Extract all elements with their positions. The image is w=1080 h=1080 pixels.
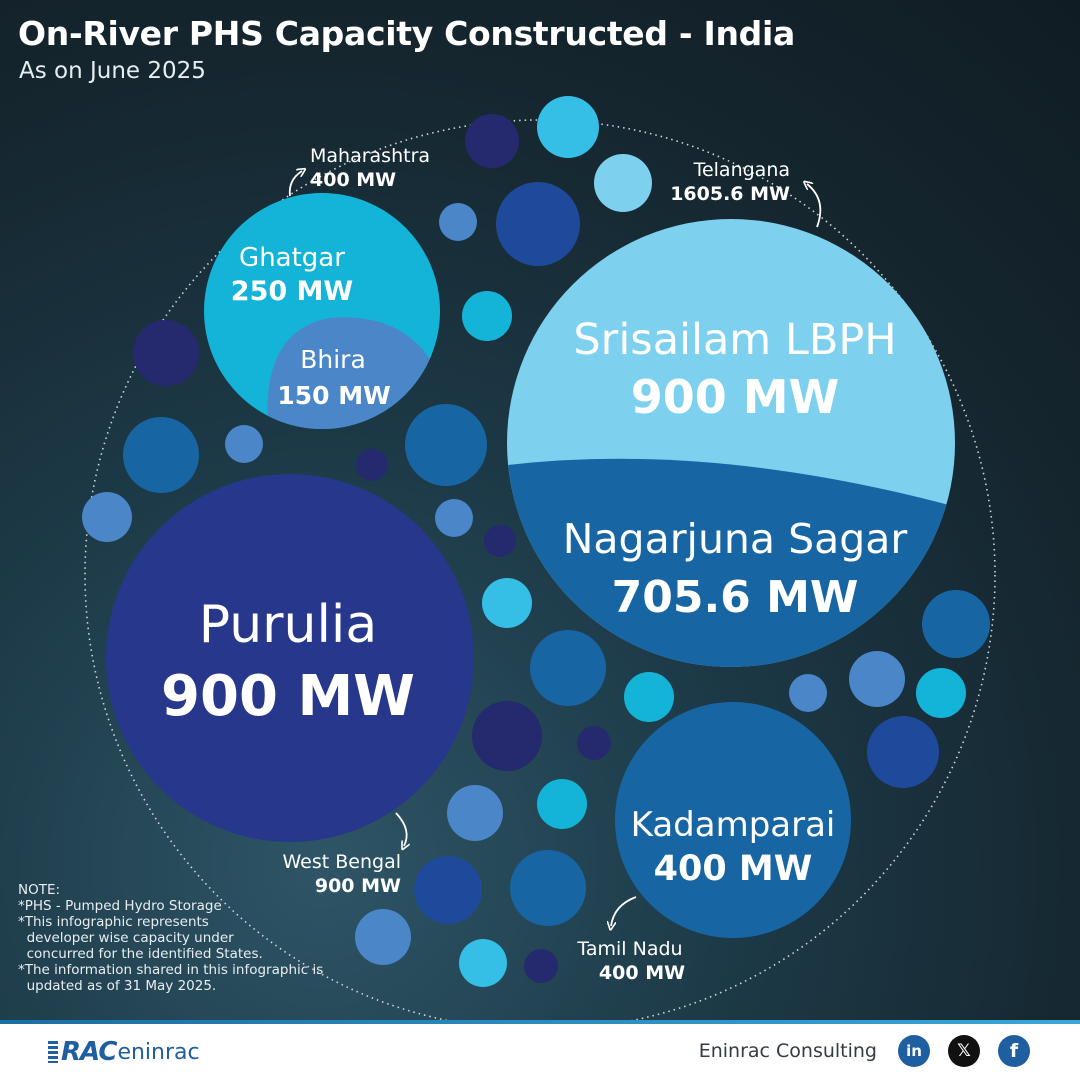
west-bengal-group: Purulia 900 MW	[106, 474, 474, 842]
notes-heading: NOTE:	[18, 882, 61, 898]
decor-bubble	[355, 909, 411, 965]
purulia-label: Purulia	[199, 595, 378, 655]
decor-bubble	[82, 492, 132, 542]
footer: RAC eninrac Eninrac Consulting in 𝕏 f	[0, 1020, 1080, 1080]
decor-bubble	[496, 182, 580, 266]
decor-bubble	[524, 949, 558, 983]
srisailam-value: 900 MW	[631, 370, 840, 424]
maharashtra-arrow-icon	[288, 171, 302, 197]
company-name: Eninrac Consulting	[698, 1040, 877, 1062]
kadamparai-label: Kadamparai	[631, 805, 836, 845]
note-line: updated as of 31 May 2025.	[18, 978, 217, 994]
decor-bubble	[482, 578, 532, 628]
bhira-label: Bhira	[300, 345, 366, 374]
west-bengal-arrow-icon	[395, 812, 407, 846]
kadamparai-bubble	[615, 702, 851, 938]
telangana-state-value: 1605.6 MW	[670, 183, 790, 205]
nagarjuna-label: Nagarjuna Sagar	[563, 515, 908, 563]
telangana-state-label: Telangana	[693, 159, 790, 181]
nagarjuna-bubble	[507, 458, 955, 667]
logo-rac-text: RAC	[61, 1037, 117, 1067]
logo-eninrac-text: eninrac	[117, 1039, 200, 1065]
decor-bubble	[577, 726, 611, 760]
note-line: *This infographic represents	[18, 914, 209, 930]
decor-bubble	[465, 114, 519, 168]
purulia-value: 900 MW	[161, 664, 415, 729]
tamil-nadu-group: Kadamparai 400 MW	[615, 702, 851, 938]
state-callouts: Maharashtra 400 MW Telangana 1605.6 MW W…	[283, 145, 822, 984]
decor-bubble	[414, 856, 482, 924]
decor-bubble	[849, 651, 905, 707]
x-icon[interactable]: 𝕏	[948, 1035, 980, 1067]
ghatgar-value: 250 MW	[231, 276, 353, 307]
decor-bubble	[510, 850, 586, 926]
eninrac-logo[interactable]: RAC eninrac	[48, 1034, 200, 1070]
decor-bubble	[867, 716, 939, 788]
note-line: *The information shared in this infograp…	[18, 962, 324, 978]
decor-bubble	[484, 525, 516, 557]
note-line: concurred for the identified States.	[18, 946, 263, 962]
maharashtra-state-value: 400 MW	[310, 169, 396, 191]
page-title: On-River PHS Capacity Constructed - Indi…	[18, 14, 795, 53]
facebook-icon[interactable]: f	[998, 1035, 1030, 1067]
decor-bubble	[530, 630, 606, 706]
page-subtitle: As on June 2025	[19, 58, 206, 84]
decor-bubble	[133, 320, 199, 386]
note-line: *PHS - Pumped Hydro Storage	[18, 898, 222, 914]
tamil-nadu-arrow-icon	[611, 896, 637, 926]
notes-section: NOTE: *PHS - Pumped Hydro Storage *This …	[18, 882, 358, 994]
nagarjuna-value: 705.6 MW	[612, 572, 859, 623]
kadamparai-value: 400 MW	[654, 849, 813, 889]
decor-bubble	[435, 499, 473, 537]
decor-bubble	[462, 291, 512, 341]
maharashtra-state-label: Maharashtra	[310, 145, 430, 167]
decor-bubble	[916, 668, 966, 718]
decor-bubble	[459, 939, 507, 987]
decor-bubble	[789, 674, 827, 712]
west-bengal-state-value: 900 MW	[315, 875, 401, 897]
decor-bubble	[624, 672, 674, 722]
maharashtra-group: Ghatgar 250 MW Bhira 150 MW	[204, 193, 440, 429]
decorative-bubbles	[82, 96, 990, 987]
srisailam-label: Srisailam LBPH	[573, 315, 896, 365]
decor-bubble	[123, 417, 199, 493]
note-line: developer wise capacity under	[18, 930, 234, 946]
bubble-chart: Ghatgar 250 MW Bhira 150 MW Srisailam LB…	[82, 96, 996, 1020]
decor-bubble	[922, 590, 990, 658]
tamil-nadu-state-value: 400 MW	[599, 962, 685, 984]
west-bengal-state-label: West Bengal	[283, 851, 402, 873]
ghatgar-label: Ghatgar	[239, 243, 345, 273]
decor-bubble	[537, 779, 587, 829]
decor-bubble	[405, 404, 487, 486]
purulia-bubble	[106, 474, 474, 842]
bhira-value: 150 MW	[277, 381, 390, 410]
linkedin-icon[interactable]: in	[898, 1035, 930, 1067]
telangana-arrow-icon	[807, 184, 822, 228]
decor-bubble	[225, 425, 263, 463]
footer-accent-bar	[0, 1020, 1080, 1024]
decor-bubble	[472, 701, 542, 771]
decor-bubble	[594, 154, 652, 212]
decor-bubble	[537, 96, 599, 158]
outer-dotted-boundary	[84, 119, 996, 1020]
decor-bubble	[356, 449, 388, 481]
logo-lines-icon	[48, 1041, 58, 1063]
decor-bubble	[447, 785, 503, 841]
decor-bubble	[439, 203, 477, 241]
tamil-nadu-state-label: Tamil Nadu	[576, 938, 682, 960]
telangana-group: Srisailam LBPH 900 MW Nagarjuna Sagar 70…	[507, 219, 955, 667]
